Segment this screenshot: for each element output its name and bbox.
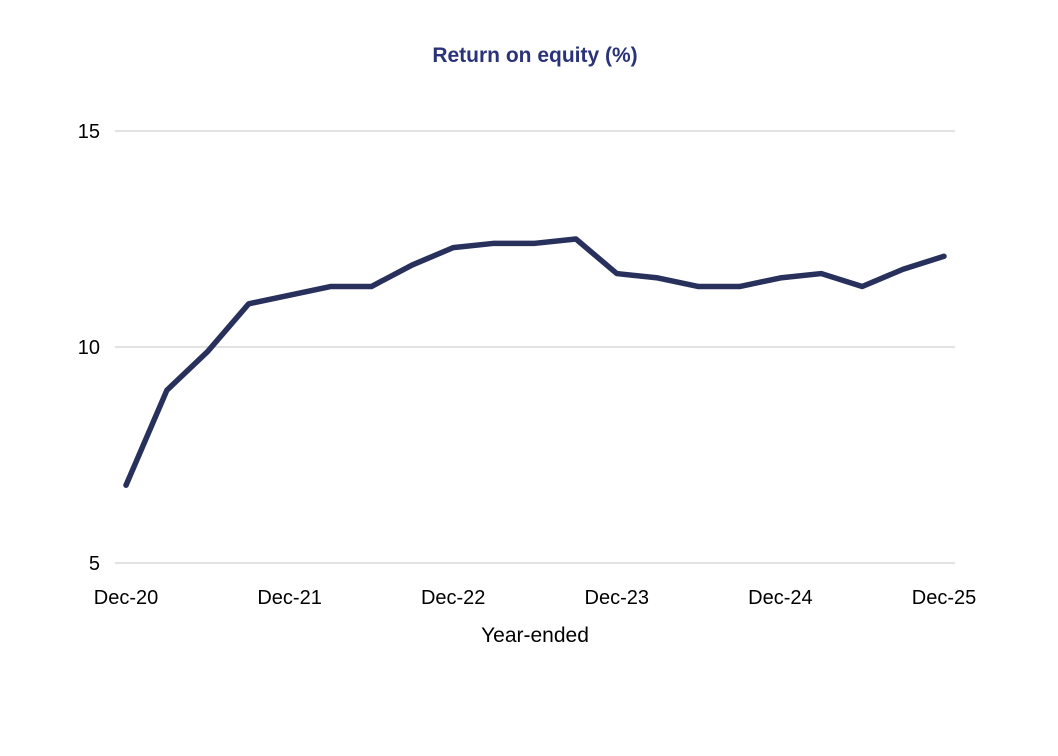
x-axis-title: Year-ended bbox=[481, 624, 589, 647]
x-tick-label: Dec-21 bbox=[257, 587, 321, 609]
roe-series-line bbox=[123, 236, 947, 488]
x-tick-label: Dec-24 bbox=[748, 587, 812, 609]
chart-title: Return on equity (%) bbox=[432, 44, 638, 67]
y-tick-label: 10 bbox=[78, 337, 100, 359]
x-tick-label: Dec-23 bbox=[585, 587, 649, 609]
y-tick-label: 5 bbox=[89, 553, 100, 575]
x-tick-label: Dec-20 bbox=[94, 587, 158, 609]
x-tick-label: Dec-25 bbox=[912, 587, 976, 609]
y-tick-label: 15 bbox=[78, 121, 100, 143]
x-tick-label: Dec-22 bbox=[421, 587, 485, 609]
